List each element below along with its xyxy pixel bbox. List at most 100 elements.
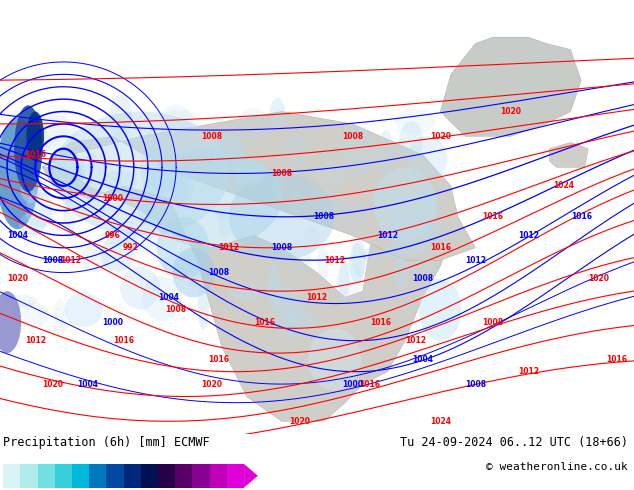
Text: 1024: 1024 <box>430 417 451 426</box>
Ellipse shape <box>378 130 394 175</box>
Ellipse shape <box>20 187 46 201</box>
Text: 1016: 1016 <box>430 244 451 252</box>
Ellipse shape <box>179 144 217 156</box>
Text: 1012: 1012 <box>377 231 398 240</box>
Text: 1024: 1024 <box>553 181 574 190</box>
Ellipse shape <box>18 127 51 157</box>
Text: 1008: 1008 <box>165 305 186 314</box>
Text: 1016: 1016 <box>370 318 391 327</box>
Ellipse shape <box>339 259 349 302</box>
Ellipse shape <box>336 263 363 297</box>
Ellipse shape <box>80 153 103 200</box>
Text: 1016: 1016 <box>606 355 627 364</box>
Ellipse shape <box>340 128 378 174</box>
Ellipse shape <box>138 200 171 226</box>
Ellipse shape <box>320 147 332 172</box>
Text: 1020: 1020 <box>500 107 521 116</box>
Ellipse shape <box>51 155 86 189</box>
Ellipse shape <box>411 257 437 281</box>
Ellipse shape <box>268 262 281 310</box>
Ellipse shape <box>283 134 311 166</box>
Ellipse shape <box>164 252 200 278</box>
Text: 1012: 1012 <box>324 256 345 265</box>
Text: 1020: 1020 <box>7 274 28 283</box>
Ellipse shape <box>389 208 430 256</box>
Text: 1012: 1012 <box>219 244 240 252</box>
Text: 1000: 1000 <box>342 380 363 389</box>
Polygon shape <box>550 143 588 167</box>
Ellipse shape <box>157 217 210 279</box>
Ellipse shape <box>363 247 379 262</box>
Ellipse shape <box>21 172 41 204</box>
Ellipse shape <box>146 147 184 192</box>
Ellipse shape <box>0 291 21 353</box>
Ellipse shape <box>120 267 160 309</box>
Polygon shape <box>42 112 476 260</box>
Ellipse shape <box>53 112 229 235</box>
Ellipse shape <box>159 104 193 139</box>
Ellipse shape <box>103 170 138 191</box>
Ellipse shape <box>214 205 238 219</box>
Text: 1008: 1008 <box>465 380 486 389</box>
Text: Precipitation (6h) [mm] ECMWF: Precipitation (6h) [mm] ECMWF <box>3 437 210 449</box>
Text: 1012: 1012 <box>25 336 46 345</box>
Text: 1016: 1016 <box>25 150 46 159</box>
Ellipse shape <box>197 282 209 330</box>
Ellipse shape <box>65 293 103 327</box>
Text: 1016: 1016 <box>482 212 503 221</box>
Ellipse shape <box>394 256 409 287</box>
Ellipse shape <box>317 245 328 281</box>
Ellipse shape <box>82 244 108 272</box>
Text: 1008: 1008 <box>271 169 292 178</box>
Ellipse shape <box>214 135 245 173</box>
Text: 1004: 1004 <box>412 355 433 364</box>
Text: 1004: 1004 <box>77 380 98 389</box>
Ellipse shape <box>172 248 215 297</box>
Text: 1008: 1008 <box>271 244 292 252</box>
Ellipse shape <box>142 276 182 321</box>
Ellipse shape <box>19 213 47 236</box>
Ellipse shape <box>6 294 37 307</box>
Text: 1012: 1012 <box>405 336 426 345</box>
Ellipse shape <box>382 243 405 259</box>
Ellipse shape <box>123 229 161 253</box>
Ellipse shape <box>161 110 200 129</box>
Text: 1012: 1012 <box>60 256 81 265</box>
Ellipse shape <box>229 173 335 260</box>
Ellipse shape <box>284 240 311 273</box>
Ellipse shape <box>373 167 437 242</box>
Ellipse shape <box>63 195 75 241</box>
Text: 1020: 1020 <box>201 380 222 389</box>
Text: 1016: 1016 <box>359 380 380 389</box>
Ellipse shape <box>158 173 188 205</box>
Text: 1008: 1008 <box>482 318 503 327</box>
Text: 1012: 1012 <box>465 256 486 265</box>
Text: 1016: 1016 <box>571 212 592 221</box>
Ellipse shape <box>234 166 265 187</box>
Ellipse shape <box>101 235 135 272</box>
Text: 1008: 1008 <box>412 274 433 283</box>
Ellipse shape <box>106 225 140 246</box>
Text: 1008: 1008 <box>342 132 363 141</box>
Ellipse shape <box>234 160 266 183</box>
Ellipse shape <box>37 115 77 151</box>
Ellipse shape <box>275 293 304 340</box>
Text: 996: 996 <box>105 231 120 240</box>
Ellipse shape <box>407 136 448 182</box>
Text: 1004: 1004 <box>7 231 28 240</box>
Text: 1012: 1012 <box>518 231 539 240</box>
Text: Tu 24-09-2024 06..12 UTC (18+66): Tu 24-09-2024 06..12 UTC (18+66) <box>399 437 628 449</box>
Ellipse shape <box>12 301 49 327</box>
Text: 1020: 1020 <box>42 380 63 389</box>
Ellipse shape <box>217 208 233 237</box>
Text: 1016: 1016 <box>254 318 275 327</box>
Ellipse shape <box>419 279 462 341</box>
Ellipse shape <box>229 285 265 300</box>
Ellipse shape <box>162 154 174 171</box>
Ellipse shape <box>425 215 448 256</box>
Ellipse shape <box>109 95 133 140</box>
Polygon shape <box>42 167 451 421</box>
Text: 1020: 1020 <box>289 417 310 426</box>
Ellipse shape <box>314 192 344 220</box>
Text: 1000: 1000 <box>102 194 123 203</box>
